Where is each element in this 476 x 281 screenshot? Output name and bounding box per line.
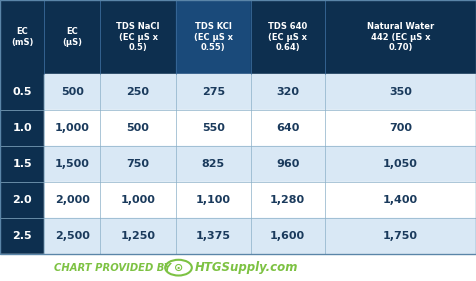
- Text: 1,000: 1,000: [120, 195, 156, 205]
- Bar: [100, 0, 176, 74]
- Bar: [176, 146, 251, 182]
- Bar: [44, 182, 100, 218]
- Text: HTGSupply.com: HTGSupply.com: [195, 261, 298, 274]
- Text: 1,280: 1,280: [270, 195, 305, 205]
- Text: 2,500: 2,500: [55, 231, 90, 241]
- Bar: [0, 182, 44, 218]
- Text: 2.5: 2.5: [12, 231, 32, 241]
- Bar: [0, 254, 476, 281]
- Bar: [251, 110, 325, 146]
- Text: Natural Water
442 (EC μS x
0.70): Natural Water 442 (EC μS x 0.70): [367, 22, 434, 53]
- Bar: [44, 74, 100, 110]
- Bar: [325, 74, 476, 110]
- Bar: [325, 110, 476, 146]
- Text: CHART PROVIDED BY: CHART PROVIDED BY: [54, 263, 171, 273]
- Text: 1,500: 1,500: [55, 159, 90, 169]
- Text: 825: 825: [202, 159, 225, 169]
- Text: TDS NaCl
(EC μS x
0.5): TDS NaCl (EC μS x 0.5): [116, 22, 160, 53]
- Bar: [325, 0, 476, 74]
- Bar: [100, 146, 176, 182]
- Bar: [0, 0, 44, 74]
- Text: 1,000: 1,000: [55, 123, 90, 133]
- Text: 320: 320: [276, 87, 299, 98]
- Text: 2.0: 2.0: [12, 195, 32, 205]
- Text: 350: 350: [389, 87, 412, 98]
- Text: 1,400: 1,400: [383, 195, 418, 205]
- Text: 750: 750: [127, 159, 149, 169]
- Text: 500: 500: [61, 87, 84, 98]
- Text: 550: 550: [202, 123, 225, 133]
- Text: 960: 960: [276, 159, 299, 169]
- Bar: [100, 74, 176, 110]
- Bar: [0, 218, 44, 254]
- Text: 1,050: 1,050: [383, 159, 418, 169]
- Text: 500: 500: [127, 123, 149, 133]
- Text: 1,600: 1,600: [270, 231, 305, 241]
- Bar: [251, 74, 325, 110]
- Bar: [325, 182, 476, 218]
- Bar: [176, 182, 251, 218]
- Bar: [176, 74, 251, 110]
- Text: 1.0: 1.0: [12, 123, 32, 133]
- Bar: [251, 0, 325, 74]
- Text: ⊙: ⊙: [174, 263, 183, 273]
- Bar: [176, 218, 251, 254]
- Bar: [44, 0, 100, 74]
- Text: EC
(mS): EC (mS): [11, 27, 33, 47]
- Text: 1.5: 1.5: [12, 159, 32, 169]
- Bar: [251, 218, 325, 254]
- Text: 1,375: 1,375: [196, 231, 231, 241]
- Bar: [0, 146, 44, 182]
- Bar: [100, 182, 176, 218]
- Text: 700: 700: [389, 123, 412, 133]
- Bar: [176, 110, 251, 146]
- Text: 1,750: 1,750: [383, 231, 418, 241]
- Text: 640: 640: [276, 123, 299, 133]
- Bar: [0, 74, 44, 110]
- Bar: [100, 218, 176, 254]
- Bar: [176, 0, 251, 74]
- Text: 2,000: 2,000: [55, 195, 90, 205]
- Bar: [44, 110, 100, 146]
- Bar: [251, 146, 325, 182]
- Bar: [325, 146, 476, 182]
- Text: 1,250: 1,250: [120, 231, 156, 241]
- Bar: [251, 182, 325, 218]
- Text: 275: 275: [202, 87, 225, 98]
- Text: EC
(μS): EC (μS): [62, 27, 82, 47]
- Bar: [44, 218, 100, 254]
- Bar: [44, 146, 100, 182]
- Text: 250: 250: [127, 87, 149, 98]
- Bar: [0, 110, 44, 146]
- Text: TDS 640
(EC μS x
0.64): TDS 640 (EC μS x 0.64): [268, 22, 307, 53]
- Text: 0.5: 0.5: [12, 87, 32, 98]
- Text: TDS KCl
(EC μS x
0.55): TDS KCl (EC μS x 0.55): [194, 22, 233, 53]
- Bar: [100, 110, 176, 146]
- Text: 1,100: 1,100: [196, 195, 231, 205]
- Bar: [325, 218, 476, 254]
